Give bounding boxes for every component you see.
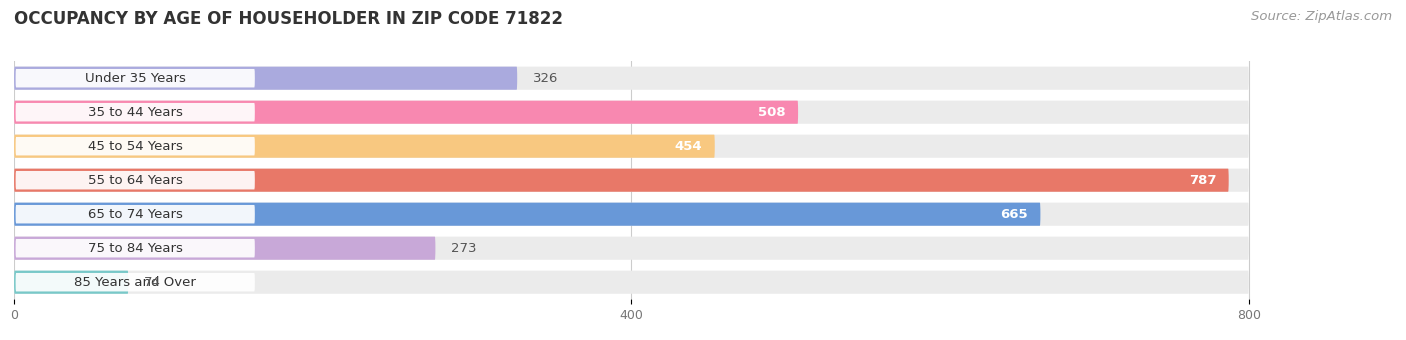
Text: 45 to 54 Years: 45 to 54 Years [87,140,183,153]
FancyBboxPatch shape [14,237,436,260]
FancyBboxPatch shape [15,239,254,257]
FancyBboxPatch shape [14,67,1249,90]
FancyBboxPatch shape [14,169,1229,192]
Text: 454: 454 [675,140,703,153]
FancyBboxPatch shape [14,203,1040,226]
Text: 85 Years and Over: 85 Years and Over [75,276,197,289]
Text: 787: 787 [1189,174,1216,187]
FancyBboxPatch shape [15,103,254,121]
FancyBboxPatch shape [15,137,254,155]
Text: OCCUPANCY BY AGE OF HOUSEHOLDER IN ZIP CODE 71822: OCCUPANCY BY AGE OF HOUSEHOLDER IN ZIP C… [14,10,562,28]
Text: 508: 508 [758,106,786,119]
Text: 35 to 44 Years: 35 to 44 Years [87,106,183,119]
FancyBboxPatch shape [15,273,254,291]
FancyBboxPatch shape [14,203,1249,226]
Text: 665: 665 [1001,208,1028,221]
FancyBboxPatch shape [14,169,1249,192]
FancyBboxPatch shape [15,69,254,87]
Text: 326: 326 [533,72,558,85]
FancyBboxPatch shape [14,135,714,158]
Text: 65 to 74 Years: 65 to 74 Years [87,208,183,221]
FancyBboxPatch shape [14,271,128,294]
FancyBboxPatch shape [14,271,1249,294]
FancyBboxPatch shape [14,67,517,90]
FancyBboxPatch shape [15,171,254,189]
Text: 273: 273 [451,242,477,255]
FancyBboxPatch shape [14,101,799,124]
FancyBboxPatch shape [14,135,1249,158]
FancyBboxPatch shape [15,205,254,223]
Text: 74: 74 [143,276,160,289]
FancyBboxPatch shape [14,237,1249,260]
Text: 55 to 64 Years: 55 to 64 Years [87,174,183,187]
Text: Under 35 Years: Under 35 Years [84,72,186,85]
FancyBboxPatch shape [14,101,1249,124]
Text: 75 to 84 Years: 75 to 84 Years [87,242,183,255]
Text: Source: ZipAtlas.com: Source: ZipAtlas.com [1251,10,1392,23]
